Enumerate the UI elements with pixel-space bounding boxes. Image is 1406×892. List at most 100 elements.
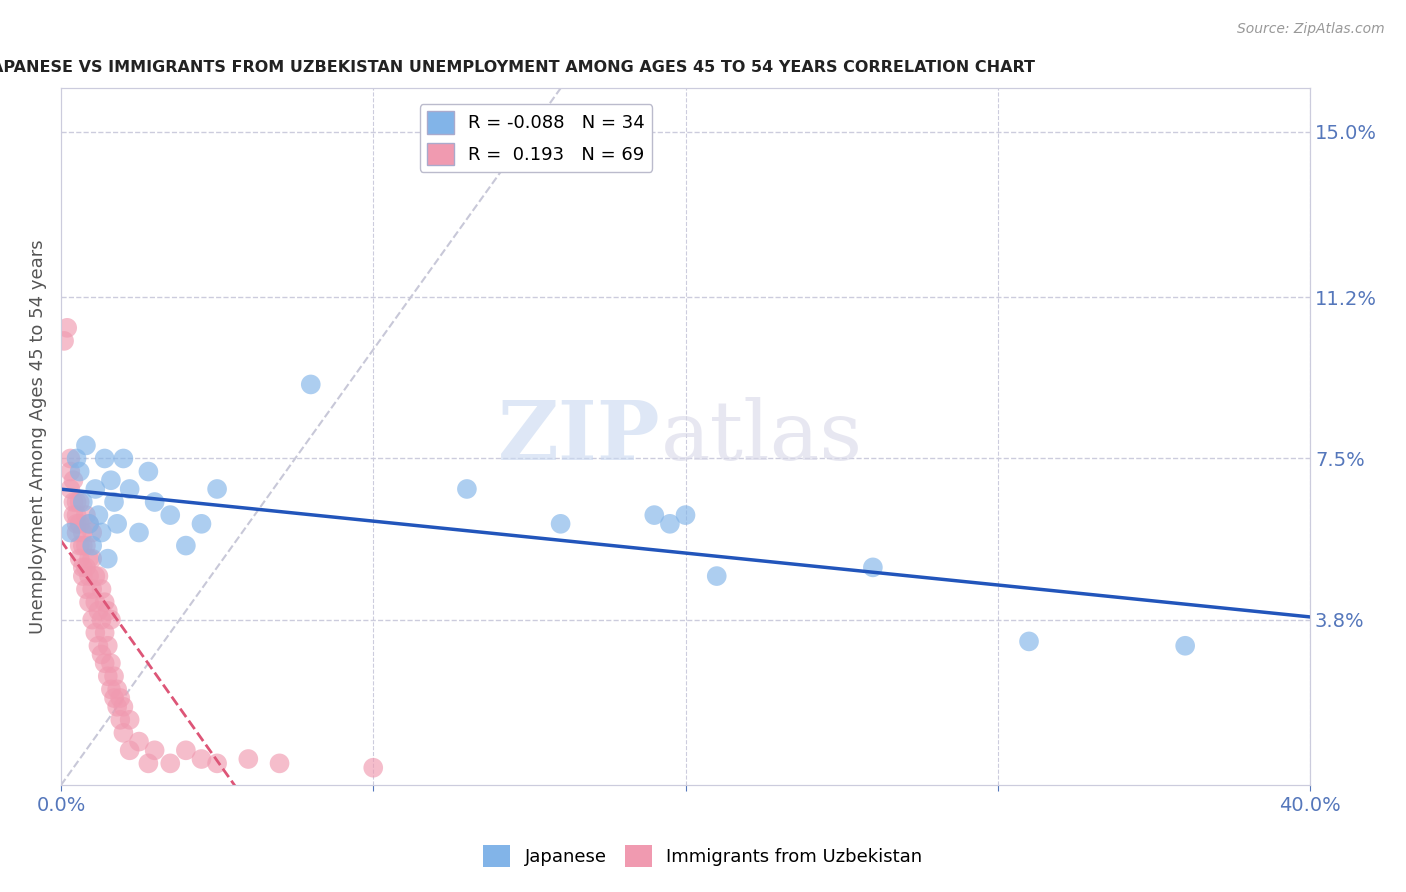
Point <box>159 756 181 771</box>
Legend: R = -0.088   N = 34, R =  0.193   N = 69: R = -0.088 N = 34, R = 0.193 N = 69 <box>420 104 652 172</box>
Point <box>190 752 212 766</box>
Point <box>93 451 115 466</box>
Point <box>90 525 112 540</box>
Point <box>238 752 260 766</box>
Point <box>97 669 120 683</box>
Point <box>65 495 87 509</box>
Point <box>90 582 112 596</box>
Point <box>1174 639 1197 653</box>
Point <box>77 595 100 609</box>
Point <box>128 525 150 540</box>
Point <box>118 713 141 727</box>
Point <box>75 582 97 596</box>
Point <box>84 569 107 583</box>
Point <box>84 482 107 496</box>
Point <box>69 495 91 509</box>
Y-axis label: Unemployment Among Ages 45 to 54 years: Unemployment Among Ages 45 to 54 years <box>30 239 46 634</box>
Text: ZIP: ZIP <box>498 397 661 476</box>
Point <box>299 377 322 392</box>
Point <box>82 539 104 553</box>
Point <box>105 516 128 531</box>
Point <box>90 648 112 662</box>
Point <box>72 539 94 553</box>
Point <box>118 743 141 757</box>
Point <box>65 516 87 531</box>
Point <box>72 495 94 509</box>
Point <box>82 551 104 566</box>
Point <box>72 525 94 540</box>
Point <box>93 625 115 640</box>
Point <box>53 334 76 348</box>
Point <box>112 699 135 714</box>
Point <box>110 691 132 706</box>
Point <box>75 438 97 452</box>
Point <box>105 699 128 714</box>
Point <box>174 743 197 757</box>
Point <box>69 539 91 553</box>
Point <box>75 539 97 553</box>
Point <box>103 495 125 509</box>
Point <box>82 613 104 627</box>
Point <box>100 656 122 670</box>
Point <box>72 560 94 574</box>
Point <box>361 761 384 775</box>
Point <box>72 569 94 583</box>
Point <box>138 756 160 771</box>
Point <box>205 756 228 771</box>
Point <box>100 613 122 627</box>
Point <box>118 482 141 496</box>
Point <box>87 639 110 653</box>
Point <box>110 713 132 727</box>
Point <box>90 613 112 627</box>
Point <box>69 516 91 531</box>
Point <box>1018 634 1040 648</box>
Point <box>77 516 100 531</box>
Point <box>65 525 87 540</box>
Point <box>69 465 91 479</box>
Point <box>643 508 665 522</box>
Point <box>97 604 120 618</box>
Point <box>862 560 884 574</box>
Point <box>87 569 110 583</box>
Point <box>56 321 79 335</box>
Point <box>112 726 135 740</box>
Point <box>87 508 110 522</box>
Point <box>174 539 197 553</box>
Point <box>59 525 82 540</box>
Point <box>97 551 120 566</box>
Point <box>143 743 166 757</box>
Point <box>658 516 681 531</box>
Point <box>82 525 104 540</box>
Text: Source: ZipAtlas.com: Source: ZipAtlas.com <box>1237 22 1385 37</box>
Point <box>84 595 107 609</box>
Point <box>675 508 697 522</box>
Point <box>59 451 82 466</box>
Point <box>103 669 125 683</box>
Point <box>105 682 128 697</box>
Point <box>62 508 84 522</box>
Point <box>100 473 122 487</box>
Point <box>77 516 100 531</box>
Point <box>77 569 100 583</box>
Point <box>550 516 572 531</box>
Text: JAPANESE VS IMMIGRANTS FROM UZBEKISTAN UNEMPLOYMENT AMONG AGES 45 TO 54 YEARS CO: JAPANESE VS IMMIGRANTS FROM UZBEKISTAN U… <box>0 60 1036 75</box>
Point <box>87 604 110 618</box>
Point <box>138 465 160 479</box>
Point <box>706 569 728 583</box>
Point <box>59 465 82 479</box>
Point <box>269 756 291 771</box>
Point <box>97 639 120 653</box>
Point <box>190 516 212 531</box>
Point <box>75 508 97 522</box>
Point <box>65 508 87 522</box>
Point <box>59 482 82 496</box>
Point <box>77 551 100 566</box>
Point <box>62 473 84 487</box>
Text: atlas: atlas <box>661 397 863 476</box>
Point <box>128 734 150 748</box>
Point <box>65 451 87 466</box>
Point <box>112 451 135 466</box>
Point <box>205 482 228 496</box>
Point <box>93 656 115 670</box>
Point <box>93 595 115 609</box>
